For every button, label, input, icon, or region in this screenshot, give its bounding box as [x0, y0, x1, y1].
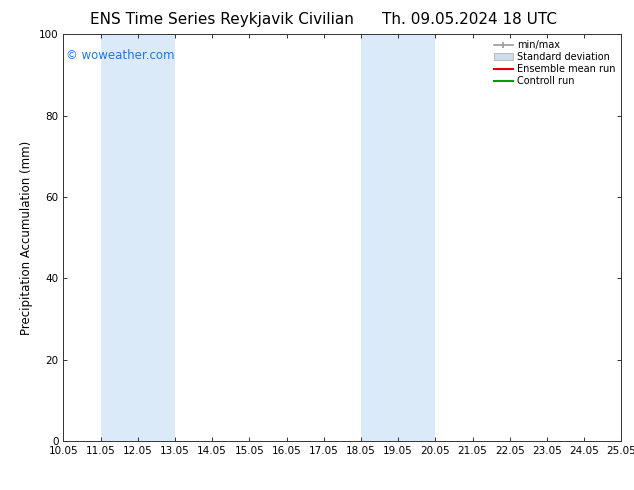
Bar	[361, 34, 436, 441]
Legend: min/max, Standard deviation, Ensemble mean run, Controll run: min/max, Standard deviation, Ensemble me…	[491, 37, 618, 89]
Text: © woweather.com: © woweather.com	[66, 49, 174, 62]
Bar	[621, 34, 634, 441]
Text: Th. 09.05.2024 18 UTC: Th. 09.05.2024 18 UTC	[382, 12, 557, 27]
Y-axis label: Precipitation Accumulation (mm): Precipitation Accumulation (mm)	[20, 141, 34, 335]
Bar	[101, 34, 175, 441]
Text: ENS Time Series Reykjavik Civilian: ENS Time Series Reykjavik Civilian	[90, 12, 354, 27]
